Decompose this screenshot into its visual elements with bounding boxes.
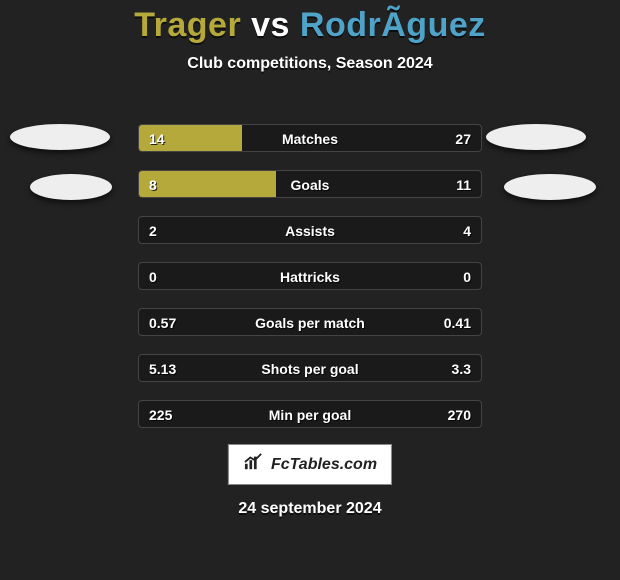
stat-row: 5.133.3Shots per goal bbox=[138, 354, 482, 382]
stat-label: Hattricks bbox=[139, 263, 481, 290]
chart-icon bbox=[243, 453, 265, 476]
stat-label: Matches bbox=[139, 125, 481, 152]
decorative-ellipse bbox=[486, 124, 586, 150]
decorative-ellipse bbox=[10, 124, 110, 150]
brand-text: FcTables.com bbox=[271, 456, 377, 474]
stats-panel: 1427Matches 811Goals 24Assists 00Hattricks 0… bbox=[138, 124, 482, 446]
stat-label: Min per goal bbox=[139, 401, 481, 428]
player2-name: RodrÃ­guez bbox=[300, 6, 486, 44]
brand-badge[interactable]: FcTables.com bbox=[228, 444, 392, 485]
stat-row: 811Goals bbox=[138, 170, 482, 198]
stat-label: Goals bbox=[139, 171, 481, 198]
page-title: Trager vs RodrÃ­guez bbox=[0, 0, 620, 45]
stat-label: Assists bbox=[139, 217, 481, 244]
stat-label: Goals per match bbox=[139, 309, 481, 336]
stat-row: 225270Min per goal bbox=[138, 400, 482, 428]
stat-row: 0.570.41Goals per match bbox=[138, 308, 482, 336]
decorative-ellipse bbox=[30, 174, 112, 200]
stat-label: Shots per goal bbox=[139, 355, 481, 382]
player1-name: Trager bbox=[134, 6, 241, 44]
content: Trager vs RodrÃ­guez Club competitions, … bbox=[0, 0, 620, 580]
decorative-ellipse bbox=[504, 174, 596, 200]
stat-row: 24Assists bbox=[138, 216, 482, 244]
vs-label: vs bbox=[251, 6, 290, 44]
date-label: 24 september 2024 bbox=[0, 500, 620, 518]
stat-row: 1427Matches bbox=[138, 124, 482, 152]
subtitle: Club competitions, Season 2024 bbox=[0, 55, 620, 73]
stat-row: 00Hattricks bbox=[138, 262, 482, 290]
